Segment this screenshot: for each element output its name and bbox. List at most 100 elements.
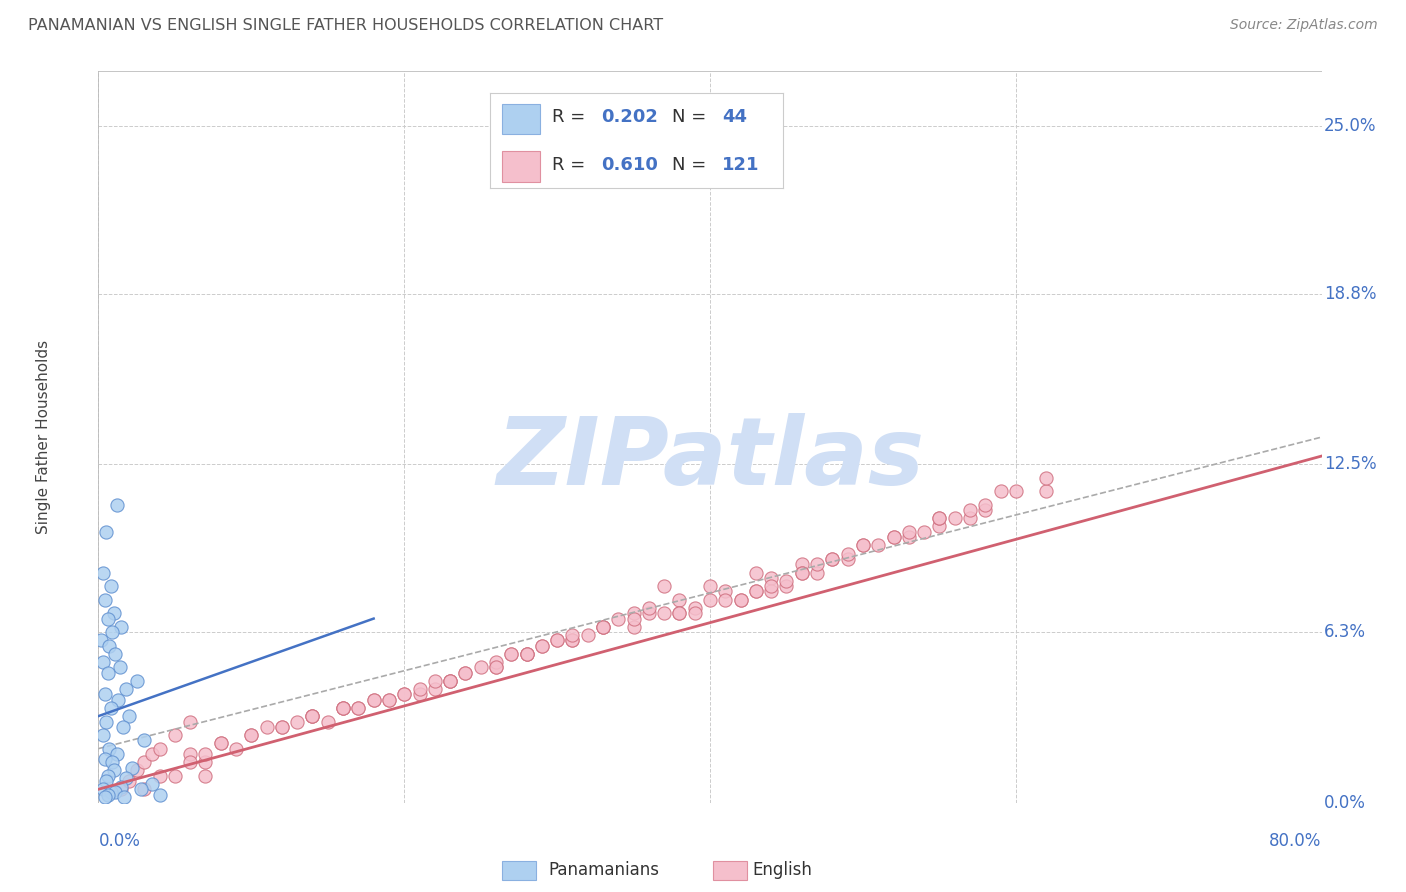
Point	[790, 566, 813, 580]
Point	[118, 774, 141, 789]
Point	[301, 709, 323, 723]
Point	[775, 579, 797, 593]
Point	[592, 620, 614, 634]
Text: Source: ZipAtlas.com: Source: ZipAtlas.com	[1230, 18, 1378, 32]
Point	[928, 511, 950, 525]
Text: 0.610: 0.610	[602, 155, 658, 174]
Point	[94, 524, 117, 539]
Point	[121, 761, 143, 775]
Point	[974, 503, 997, 517]
Text: N =: N =	[672, 108, 711, 126]
Point	[683, 600, 706, 615]
Point	[928, 519, 950, 533]
Point	[790, 566, 813, 580]
Point	[392, 688, 416, 702]
Point	[714, 592, 737, 607]
Point	[209, 736, 232, 750]
Point	[623, 611, 645, 625]
Point	[256, 720, 278, 734]
Point	[111, 720, 134, 734]
Point	[105, 747, 128, 761]
Point	[775, 574, 797, 588]
Point	[501, 647, 523, 661]
Text: 6.3%: 6.3%	[1324, 624, 1367, 641]
Point	[179, 755, 201, 769]
Text: 121: 121	[721, 155, 759, 174]
Point	[225, 741, 247, 756]
Point	[516, 647, 538, 661]
Point	[134, 755, 156, 769]
Point	[108, 660, 131, 674]
Point	[347, 701, 370, 715]
Point	[912, 524, 935, 539]
Point	[821, 552, 844, 566]
Point	[928, 511, 950, 525]
Point	[91, 782, 114, 797]
Text: 0.0%: 0.0%	[98, 832, 141, 850]
Point	[485, 655, 508, 669]
Point	[103, 606, 125, 620]
Point	[93, 688, 115, 702]
Point	[470, 660, 492, 674]
Point	[439, 673, 461, 688]
Point	[125, 764, 148, 778]
Point	[98, 741, 121, 756]
Point	[101, 755, 124, 769]
Point	[141, 777, 163, 791]
Text: 18.8%: 18.8%	[1324, 285, 1376, 302]
Point	[97, 788, 120, 802]
Point	[94, 774, 117, 789]
Point	[90, 633, 112, 648]
Point	[270, 720, 294, 734]
Point	[112, 790, 135, 805]
Text: Panamanians: Panamanians	[548, 861, 659, 879]
Point	[1035, 471, 1057, 485]
Point	[852, 538, 875, 552]
Text: ZIPatlas: ZIPatlas	[496, 413, 924, 505]
Point	[668, 606, 690, 620]
Point	[163, 728, 186, 742]
Point	[974, 498, 997, 512]
Text: English: English	[752, 861, 813, 879]
Point	[194, 769, 217, 783]
Point	[883, 530, 905, 544]
Point	[363, 693, 385, 707]
Point	[179, 747, 201, 761]
Point	[141, 747, 163, 761]
Point	[149, 741, 172, 756]
Point	[959, 503, 981, 517]
Point	[546, 633, 568, 648]
Point	[332, 701, 354, 715]
Point	[115, 772, 138, 786]
FancyBboxPatch shape	[502, 152, 540, 182]
Point	[104, 785, 127, 799]
Point	[194, 747, 217, 761]
Point	[209, 736, 232, 750]
Point	[501, 647, 523, 661]
Point	[107, 693, 129, 707]
Point	[378, 693, 401, 707]
Point	[897, 524, 920, 539]
Point	[683, 606, 706, 620]
Point	[93, 752, 115, 766]
Point	[163, 769, 186, 783]
Point	[454, 665, 477, 680]
Point	[516, 647, 538, 661]
Point	[240, 728, 263, 742]
Point	[745, 584, 768, 599]
Point	[530, 639, 553, 653]
Point	[745, 584, 768, 599]
Point	[332, 701, 354, 715]
Point	[115, 681, 138, 696]
Point	[668, 606, 690, 620]
Point	[561, 628, 583, 642]
Point	[592, 620, 614, 634]
Text: Single Father Households: Single Father Households	[37, 340, 51, 534]
Point	[91, 728, 114, 742]
Point	[821, 552, 844, 566]
Point	[761, 571, 783, 585]
Point	[897, 530, 920, 544]
Point	[637, 606, 661, 620]
Point	[97, 769, 120, 783]
Text: 44: 44	[721, 108, 747, 126]
